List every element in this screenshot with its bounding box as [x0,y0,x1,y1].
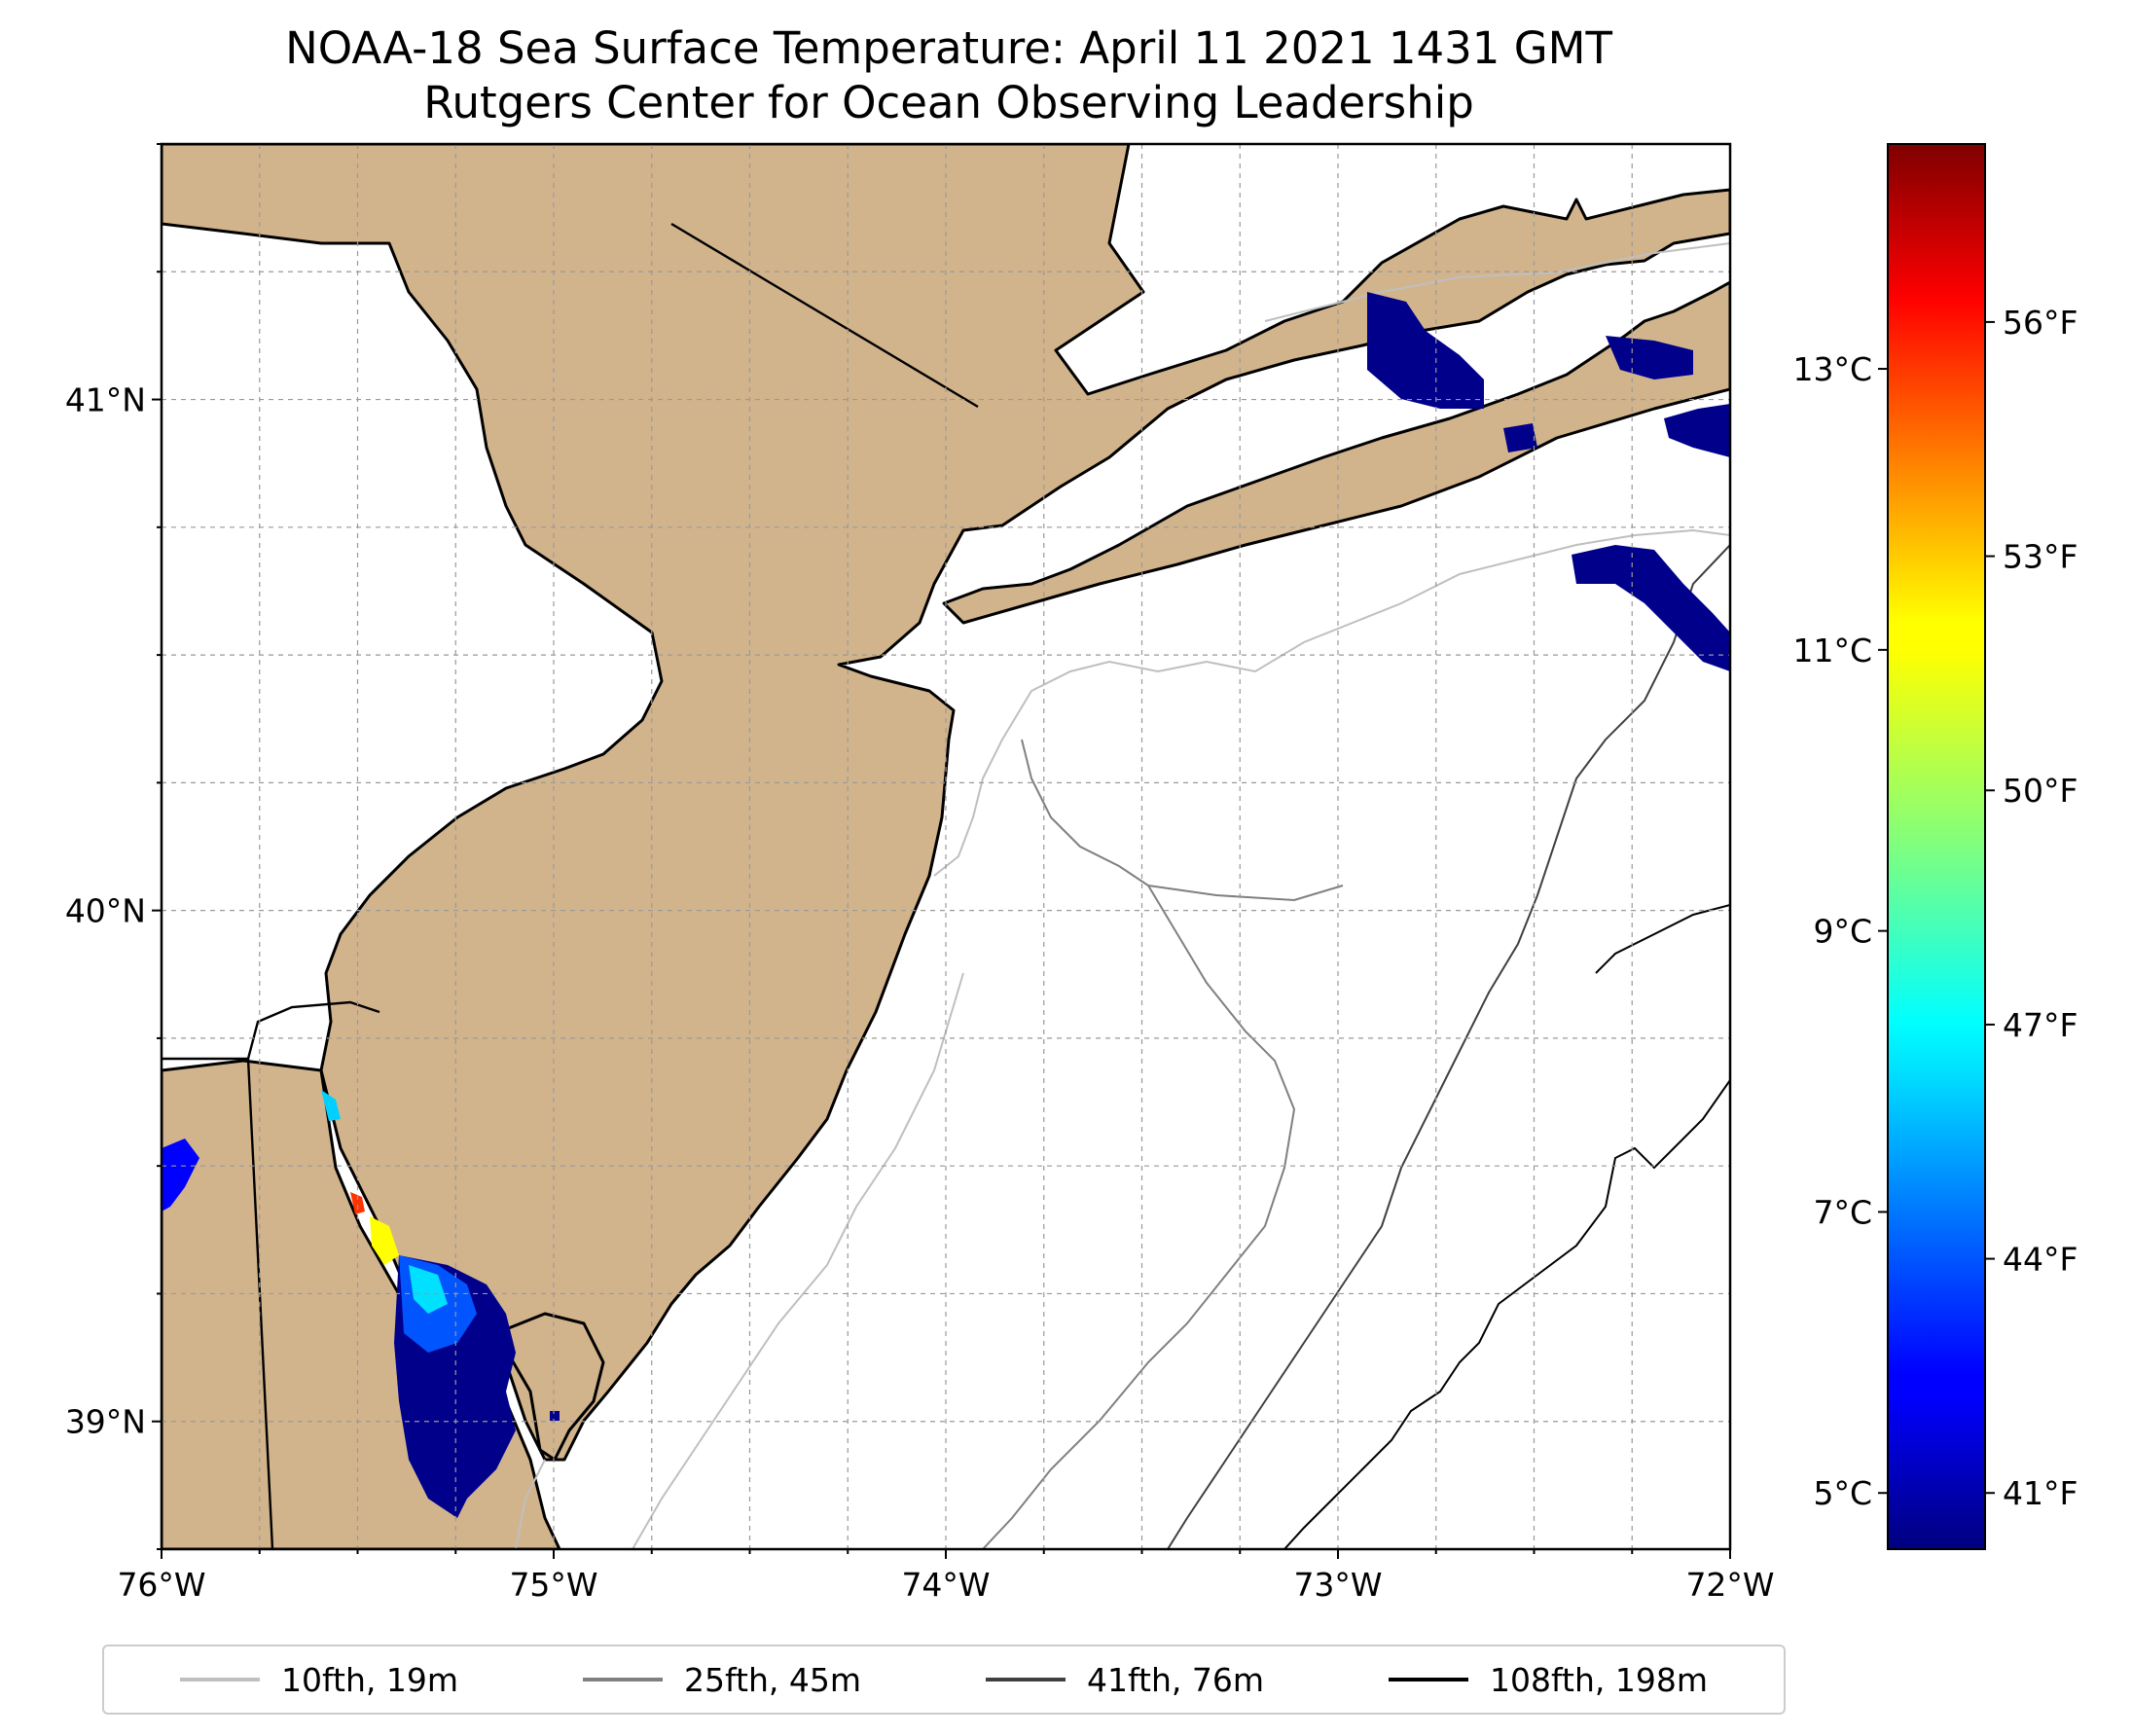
legend-swatch [986,1678,1066,1682]
colorbar [1887,143,1986,1550]
cbar-c-label: 7°C [1813,1193,1872,1231]
sst-patch-montauk [1664,404,1730,457]
legend-label: 108fth, 198m [1490,1660,1708,1699]
x-tick-label: 74°W [901,1566,990,1604]
cbar-c-label: 5°C [1813,1474,1872,1512]
cbar-c-label: 11°C [1792,632,1872,669]
legend: 10fth, 19m 25fth, 45m 41fth, 76m 108fth, 19… [102,1645,1786,1715]
title-block: NOAA-18 Sea Surface Temperature: April 1… [0,21,1897,130]
legend-entry: 10fth, 19m [180,1661,458,1699]
y-tick-label: 40°N [65,892,146,930]
y-tick-label: 41°N [65,381,146,419]
cbar-c-label: 9°C [1813,913,1872,951]
sst-patch-offshore-tail [1713,633,1730,671]
colorbar-celsius-ticks: 5°C 7°C 9°C 11°C 13°C [1792,350,1888,1512]
x-axis: 76°W 75°W 74°W 73°W 72°W [117,1549,1775,1604]
cbar-f-label: 50°F [2003,772,2078,810]
legend-entry: 25fth, 45m [583,1661,861,1699]
legend-entry: 108fth, 198m [1389,1661,1708,1699]
sst-patch-delaware-river-red [350,1192,365,1214]
cbar-f-label: 41°F [2003,1474,2078,1512]
x-tick-label: 75°W [509,1566,597,1604]
sst-patch-li-sound-west [1367,292,1484,409]
plot-title: NOAA-18 Sea Surface Temperature: April 1… [285,22,1612,74]
y-tick-label: 39°N [65,1403,146,1441]
legend-label: 25fth, 45m [684,1660,861,1699]
sst-patches [162,292,1730,1518]
cbar-f-label: 56°F [2003,304,2078,342]
cape-may [494,1312,605,1462]
long-island [942,280,1730,625]
map-area [162,144,1730,1549]
sst-patch-li-sound-east [1606,336,1693,380]
legend-swatch [1389,1678,1468,1682]
x-tick-label: 73°W [1293,1566,1382,1604]
legend-swatch [583,1678,663,1682]
legend-swatch [180,1678,260,1682]
y-axis: 39°N 40°N 41°N [65,143,162,1550]
cbar-f-label: 44°F [2003,1241,2078,1279]
sst-patch-delaware-bay-cyan [409,1265,448,1314]
x-tick-label: 76°W [117,1566,205,1604]
state-borders [162,222,979,1549]
bathymetry-10fth [515,242,1730,1549]
plot-subtitle: Rutgers Center for Ocean Observing Leade… [423,77,1474,128]
sst-patch-delaware-river-cyan [321,1090,341,1121]
legend-label: 10fth, 19m [281,1660,458,1699]
sst-patch-offshore-dots [550,1411,560,1421]
bathymetry-41fth [1167,544,1730,1549]
sst-patch-delaware-bay-yellow [370,1216,399,1265]
x-tick-label: 72°W [1685,1566,1774,1604]
cbar-f-label: 53°F [2003,538,2078,576]
bathymetry-25fth [982,739,1344,1549]
sst-patch-offshore-east [1572,545,1730,671]
cbar-f-label: 47°F [2003,1006,2078,1044]
sst-patch-li-north-shore [1503,423,1537,452]
legend-entry: 41fth, 76m [986,1661,1264,1699]
graticule [162,144,1730,1549]
colorbar-fahrenheit-ticks: 41°F 44°F 47°F 50°F 53°F 56°F [1985,304,2078,1512]
cbar-c-label: 13°C [1792,350,1872,388]
bathymetry-108fth [1283,904,1730,1549]
legend-label: 41fth, 76m [1087,1660,1264,1699]
sst-patch-chesapeake [162,1139,199,1212]
